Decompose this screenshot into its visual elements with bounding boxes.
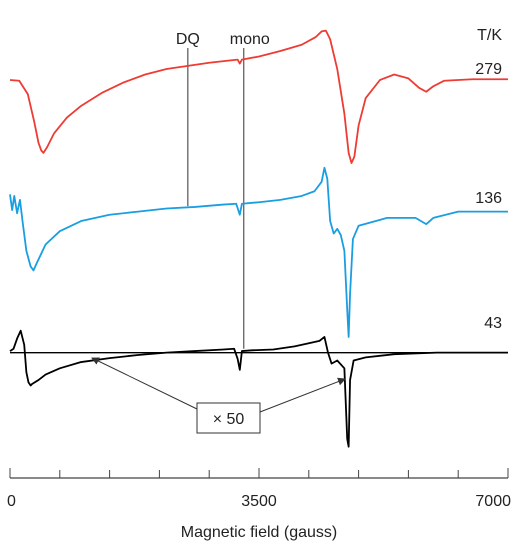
series-line bbox=[9, 166, 508, 338]
marker-lines bbox=[187, 48, 245, 349]
series-136k bbox=[9, 166, 508, 338]
series-label-136: 136 bbox=[475, 190, 502, 207]
marker-label-mono: mono bbox=[230, 31, 270, 48]
series-43k bbox=[9, 329, 508, 448]
temperature-header: T/K bbox=[477, 27, 502, 44]
series-line bbox=[9, 329, 508, 448]
x-tick-label: 7000 bbox=[475, 493, 511, 510]
inset-annotation: × 50 bbox=[91, 357, 346, 434]
marker-label-dq: DQ bbox=[176, 31, 200, 48]
arrow-right bbox=[259, 377, 346, 413]
series-label-43: 43 bbox=[484, 315, 502, 332]
chart-labels: T/K 279 136 43 DQ mono bbox=[176, 27, 502, 332]
series-279k bbox=[9, 29, 508, 164]
spectra-traces bbox=[9, 29, 508, 448]
x-tick-label: 0 bbox=[7, 493, 16, 510]
series-label-279: 279 bbox=[475, 61, 502, 78]
arrow-left bbox=[91, 357, 198, 410]
x-tick-label: 3500 bbox=[241, 493, 277, 510]
x50-box bbox=[196, 402, 261, 434]
series-line bbox=[9, 29, 508, 164]
x-axis-label: Magnetic field (gauss) bbox=[181, 524, 338, 541]
x50-label: × 50 bbox=[213, 411, 245, 428]
axes: 0 3500 7000 Magnetic field (gauss) bbox=[7, 468, 511, 541]
